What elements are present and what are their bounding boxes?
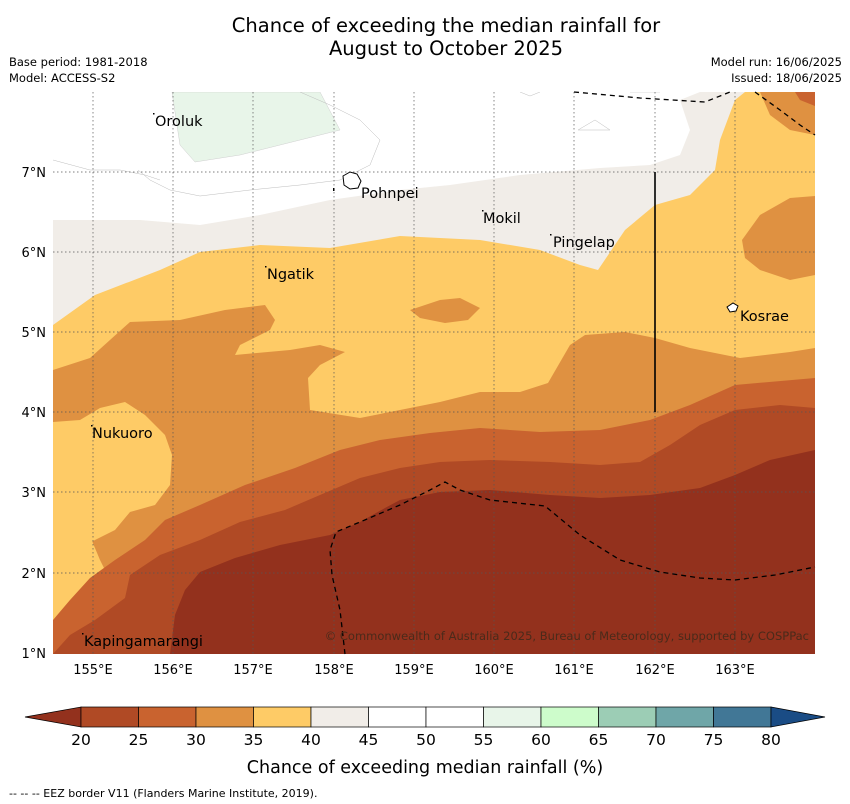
contour-lt20: [170, 450, 815, 654]
place-label-kosrae: Kosrae: [740, 309, 789, 325]
map-fill-layers: [53, 92, 815, 654]
lon-label: 158°E: [314, 663, 354, 678]
colorbar-low-extension: [24, 706, 82, 728]
eez-footnote: -- -- -- EEZ border V11 (Flanders Marine…: [9, 787, 317, 800]
colorbar: [24, 706, 826, 728]
lon-label: 161°E: [554, 663, 594, 678]
colorbar-tick: 55: [474, 731, 494, 749]
lon-label: 155°E: [73, 663, 113, 678]
colorbar-segment: [80, 706, 139, 728]
lon-label: 160°E: [474, 663, 514, 678]
lat-label: 1°N: [22, 647, 47, 662]
colorbar-tick: 25: [129, 731, 149, 749]
place-label-pingelap: Pingelap: [553, 235, 615, 251]
map-copyright: © Commonwealth of Australia 2025, Bureau…: [325, 629, 809, 643]
lat-axis-labels: 7°N 6°N 5°N 4°N 3°N 2°N 1°N: [22, 166, 47, 662]
issued-text: Issued: 18/06/2025: [731, 71, 842, 85]
colorbar-tick: 20: [71, 731, 91, 749]
lon-label: 156°E: [153, 663, 193, 678]
lon-axis-labels: 155°E 156°E 157°E 158°E 159°E 160°E 161°…: [73, 663, 755, 678]
lon-label: 162°E: [635, 663, 675, 678]
colorbar-segment: [195, 706, 254, 728]
colorbar-segment: [540, 706, 599, 728]
eez-borders: [329, 91, 816, 655]
colorbar-tick: 40: [301, 731, 321, 749]
colorbar-segment: [655, 706, 714, 728]
colorbar-high-extension: [770, 706, 826, 728]
colorbar-tick: 60: [531, 731, 551, 749]
lat-label: 3°N: [22, 486, 47, 501]
chart-title-line1: Chance of exceeding the median rainfall …: [231, 14, 661, 37]
contour-55-60: [171, 92, 341, 163]
contour-30-35-ne: [742, 196, 815, 280]
lat-label: 6°N: [22, 246, 47, 261]
colorbar-segment: [253, 706, 312, 728]
colorbar-segment: [425, 706, 484, 728]
lon-label: 157°E: [233, 663, 273, 678]
colorbar-segment: [598, 706, 657, 728]
place-label-nukuoro: Nukuoro: [92, 426, 153, 442]
gridlines: [53, 92, 815, 654]
colorbar-tick: 45: [359, 731, 379, 749]
lat-label: 5°N: [22, 326, 47, 341]
place-labels: Oroluk Pohnpei Mokil Pingelap Ngatik Kos…: [84, 114, 789, 650]
place-markers: [82, 113, 552, 635]
place-label-ngatik: Ngatik: [267, 267, 315, 283]
contour-35-40-nukuoro: [53, 402, 172, 560]
lon-label: 163°E: [715, 663, 755, 678]
colorbar-tick: 80: [761, 731, 781, 749]
colorbar-segment: [138, 706, 197, 728]
pohnpei-island-shape: [342, 171, 362, 190]
kosrae-island-shape: [726, 302, 739, 313]
chart-title-line2: August to October 2025: [328, 37, 564, 60]
colorbar-segment: [713, 706, 772, 728]
colorbar-ticks: 20 25 30 35 40 45 50 55 60 65 70 75 80: [71, 731, 781, 749]
contour-30-35-top: [760, 92, 815, 135]
lat-label: 2°N: [22, 567, 47, 582]
place-label-mokil: Mokil: [483, 211, 521, 227]
lat-label: 4°N: [22, 406, 47, 421]
colorbar-segment: [310, 706, 369, 728]
colorbar-tick: 50: [416, 731, 436, 749]
contour-30-35-patch: [410, 298, 480, 323]
colorbar-tick: 75: [704, 731, 724, 749]
colorbar-segment: [368, 706, 427, 728]
model-text: Model: ACCESS-S2: [9, 71, 116, 85]
place-label-pohnpei: Pohnpei: [361, 186, 419, 202]
colorbar-tick: 70: [646, 731, 666, 749]
colorbar-segment: [483, 706, 542, 728]
colorbar-tick: 65: [589, 731, 609, 749]
model-run-text: Model run: 16/06/2025: [710, 55, 842, 69]
base-period-text: Base period: 1981-2018: [9, 55, 148, 69]
colorbar-tick: 35: [244, 731, 264, 749]
place-label-oroluk: Oroluk: [155, 114, 203, 130]
place-label-kapingamarangi: Kapingamarangi: [84, 634, 203, 650]
lon-label: 159°E: [394, 663, 434, 678]
lat-label: 7°N: [22, 166, 47, 181]
colorbar-tick: 30: [186, 731, 206, 749]
colorbar-label: Chance of exceeding median rainfall (%): [247, 758, 603, 778]
contour-25-30-tr: [795, 92, 815, 106]
